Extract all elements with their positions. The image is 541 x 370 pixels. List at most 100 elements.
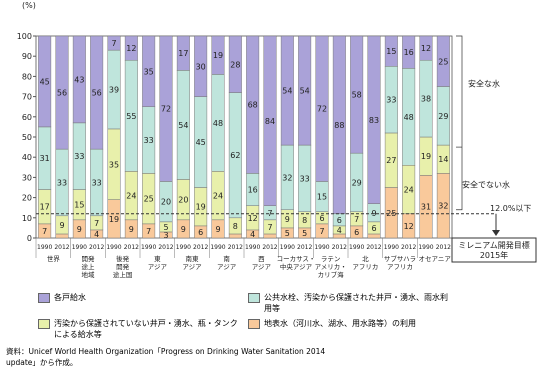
value-label: 6 bbox=[319, 214, 324, 223]
value-label: 30 bbox=[196, 62, 206, 71]
x-tick-label: 2012 bbox=[158, 244, 173, 251]
legend-label: 汚染から保護されていない井戸・湧水、瓶・タンクによる給水等 bbox=[54, 319, 238, 339]
value-label: 17 bbox=[178, 49, 188, 58]
group-label: 北 bbox=[362, 255, 369, 263]
bar-segment bbox=[72, 35, 86, 124]
value-label: 68 bbox=[248, 101, 258, 110]
bar-segment bbox=[142, 35, 156, 107]
group-label: アジア bbox=[217, 263, 237, 271]
group-label: 中央アジア bbox=[280, 262, 313, 271]
bar-segment bbox=[38, 35, 52, 128]
group-label: 開発 bbox=[82, 254, 96, 263]
value-label: 28 bbox=[230, 60, 240, 69]
y-tick-label: 40 bbox=[22, 153, 32, 162]
value-label: 15 bbox=[386, 47, 396, 56]
value-label: 24 bbox=[404, 186, 414, 195]
y-label: (%) bbox=[22, 1, 36, 10]
x-tick-label: 2012 bbox=[89, 244, 104, 251]
legend-swatch bbox=[38, 293, 50, 303]
value-label: 32 bbox=[438, 202, 448, 211]
value-label: 12 bbox=[404, 222, 414, 231]
bar-segment bbox=[246, 35, 260, 174]
group-label: 地域 bbox=[82, 270, 96, 279]
value-label: 12 bbox=[248, 214, 258, 223]
group-label: サブサハラ bbox=[384, 254, 416, 263]
value-label: 5 bbox=[285, 229, 290, 238]
value-label: 33 bbox=[300, 174, 310, 183]
legend-item: 地表水（河川水、湖水、用水路等）の利用 bbox=[248, 318, 448, 340]
value-label: 56 bbox=[92, 89, 102, 98]
value-label: 9 bbox=[215, 225, 220, 234]
value-label: 83 bbox=[369, 116, 379, 125]
value-label: 7 bbox=[319, 227, 324, 236]
chart: (%) 010203040506070809010071731451990933… bbox=[17, 1, 537, 279]
x-tick-label: 1990 bbox=[314, 244, 329, 251]
x-tick-label: 1990 bbox=[418, 244, 433, 251]
bar-segment bbox=[228, 35, 242, 93]
legend-item: 汚染から保護されていない井戸・湧水、瓶・タンクによる給水等 bbox=[38, 318, 238, 340]
value-label: 16 bbox=[248, 186, 258, 195]
goal-label: ミレニアム開発目標 bbox=[458, 240, 529, 250]
value-label: 9 bbox=[285, 215, 290, 224]
value-label: 54 bbox=[282, 87, 292, 96]
bar-segment bbox=[367, 233, 381, 239]
group-label: 開発 bbox=[116, 262, 130, 271]
x-tick-label: 1990 bbox=[210, 244, 225, 251]
x-tick-label: 1990 bbox=[384, 244, 399, 251]
x-tick-label: 2012 bbox=[401, 244, 416, 251]
value-label: 84 bbox=[265, 117, 275, 126]
value-label: 5 bbox=[302, 229, 307, 238]
bar-segment bbox=[402, 35, 416, 69]
value-label: 33 bbox=[74, 152, 84, 161]
x-tick-label: 2012 bbox=[54, 244, 69, 251]
value-label: 6 bbox=[354, 228, 359, 237]
value-label: 7 bbox=[146, 227, 151, 236]
bracket bbox=[456, 35, 463, 211]
bar-segment bbox=[298, 35, 312, 146]
value-label: 33 bbox=[92, 178, 102, 187]
y-tick-label: 80 bbox=[22, 72, 32, 81]
value-label: 8 bbox=[302, 216, 307, 225]
bar-segment bbox=[194, 35, 208, 97]
value-label: 7 bbox=[354, 215, 359, 224]
legend-label: 公共水栓、汚染から保護された井戸・湧水、雨水利用等 bbox=[264, 293, 448, 313]
value-label: 33 bbox=[386, 96, 396, 105]
value-label: 19 bbox=[421, 152, 431, 161]
bar-segment bbox=[419, 35, 433, 61]
value-label: 17 bbox=[40, 203, 50, 212]
value-label: 33 bbox=[57, 178, 67, 187]
value-label: 15 bbox=[74, 201, 84, 210]
legend-item: 各戸給水 bbox=[38, 292, 238, 314]
value-label: 9 bbox=[181, 225, 186, 234]
x-tick-label: 1990 bbox=[176, 244, 191, 251]
bar-segment bbox=[280, 35, 294, 146]
x-tick-label: 2012 bbox=[262, 244, 277, 251]
value-label: 31 bbox=[421, 203, 431, 212]
y-tick-label: 70 bbox=[22, 93, 32, 102]
value-label: 9 bbox=[59, 221, 64, 230]
legend-swatch bbox=[248, 293, 260, 303]
group-label: 途上 bbox=[82, 262, 96, 271]
goal-box bbox=[451, 237, 537, 263]
value-label: 35 bbox=[144, 67, 154, 76]
value-label: 25 bbox=[438, 57, 448, 66]
value-label: 9 bbox=[129, 225, 134, 234]
value-label: 7 bbox=[111, 39, 116, 48]
group-label: アフリカ bbox=[352, 263, 378, 271]
bar-segment bbox=[350, 35, 364, 154]
group-label: アフリカ bbox=[387, 263, 413, 271]
legend-item: 公共水栓、汚染から保護された井戸・湧水、雨水利用等 bbox=[248, 292, 448, 314]
value-label: 6 bbox=[198, 228, 203, 237]
value-label: 54 bbox=[178, 121, 188, 130]
value-label: 48 bbox=[213, 119, 223, 128]
value-label: 29 bbox=[438, 112, 448, 121]
value-label: 24 bbox=[126, 192, 136, 201]
value-label: 43 bbox=[74, 75, 84, 84]
y-tick-label: 0 bbox=[27, 234, 32, 243]
bar-segment bbox=[263, 233, 277, 239]
value-label: 45 bbox=[196, 138, 206, 147]
group-label: 後発 bbox=[116, 254, 130, 263]
group-label: アメリカ・ bbox=[315, 263, 347, 271]
x-tick-label: 2012 bbox=[436, 244, 451, 251]
